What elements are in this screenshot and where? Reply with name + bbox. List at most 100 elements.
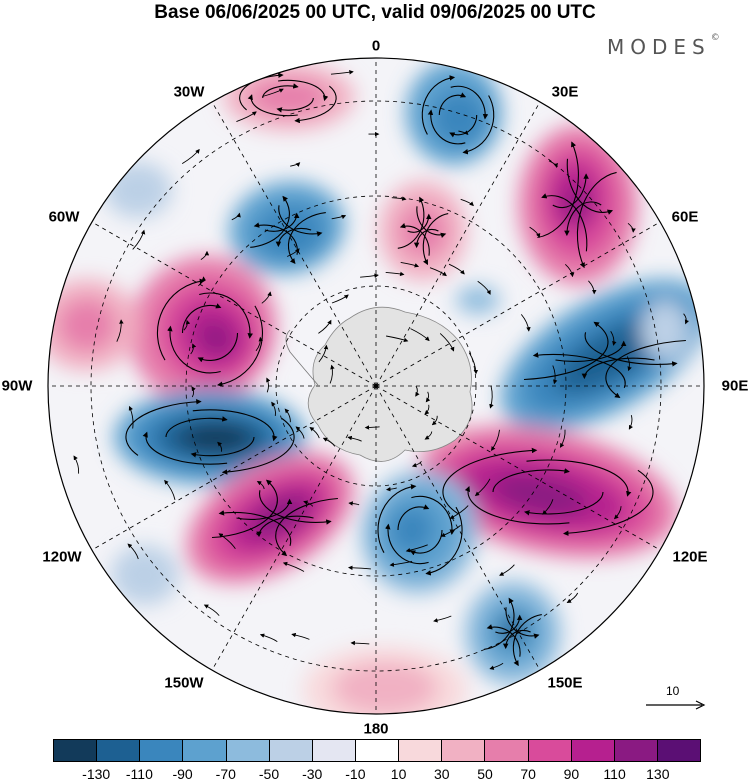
- wind-arrow: [559, 429, 566, 448]
- colorbar-bin: [140, 740, 184, 761]
- anomaly-region: [399, 205, 447, 257]
- meridian: [91, 385, 377, 551]
- anomaly-region: [456, 286, 500, 314]
- streamline: [211, 479, 278, 539]
- wind-arrow: [181, 148, 200, 164]
- wind-arrow: [329, 364, 335, 384]
- wind-arrow: [439, 333, 455, 352]
- anomaly-region: [104, 162, 172, 218]
- wind-arrow: [191, 386, 196, 398]
- colorbar-bin: [399, 740, 443, 761]
- colorbar-bin: [226, 740, 270, 761]
- wind-arrow: [391, 196, 407, 201]
- anomaly-region: [59, 299, 115, 351]
- colorbar-bin: [614, 740, 658, 761]
- map-boundary: [47, 57, 705, 715]
- wind-streamlines: [73, 70, 690, 670]
- wind-arrow: [400, 261, 420, 268]
- streamline: [552, 173, 589, 209]
- wind-arrow: [548, 160, 558, 168]
- wind-arrow: [132, 229, 146, 250]
- colorbar: [53, 739, 701, 762]
- colorbar-tick-label: 10: [390, 766, 407, 782]
- wind-arrow: [468, 352, 479, 375]
- colorbar-bin: [269, 740, 313, 761]
- streamline: [247, 94, 298, 117]
- colorbar-bin: [355, 740, 400, 761]
- meridian: [375, 221, 661, 387]
- streamline: [275, 497, 338, 557]
- anomaly-region: [111, 545, 179, 605]
- streamline: [165, 416, 228, 438]
- streamline: [563, 469, 654, 536]
- longitude-label: 90W: [1, 377, 33, 395]
- longitude-label: 120E: [672, 548, 708, 566]
- reference-vector-label: 10: [666, 684, 680, 698]
- wind-arrow: [116, 319, 124, 342]
- reference-vector-arrow: [646, 700, 706, 710]
- wind-arrow: [440, 525, 461, 537]
- meridian: [91, 221, 377, 387]
- modes-logo: MODES©: [607, 33, 720, 59]
- streamline: [450, 85, 489, 120]
- wind-arrow: [566, 592, 579, 603]
- meridian: [211, 101, 377, 387]
- colorbar-bin: [657, 740, 701, 761]
- longitude-label: 0: [371, 37, 381, 55]
- streamline: [236, 498, 293, 521]
- wind-arrow: [364, 425, 380, 430]
- map-title: Base 06/06/2025 00 UTC, valid 09/06/2025…: [154, 2, 596, 23]
- wind-arrow: [128, 405, 134, 429]
- streamline: [258, 490, 332, 525]
- anomaly-region: [249, 79, 329, 115]
- streamline: [294, 85, 337, 124]
- wind-arrow: [318, 344, 329, 363]
- streamline: [462, 95, 495, 155]
- streamline: [278, 205, 323, 237]
- wind-arrow: [429, 267, 447, 277]
- streamline: [526, 459, 632, 497]
- streamline: [264, 212, 300, 232]
- streamline: [239, 72, 284, 111]
- wind-arrow: [489, 662, 504, 670]
- wind-arrow: [448, 263, 465, 275]
- meridian: [375, 101, 541, 387]
- wind-arrow: [424, 404, 430, 415]
- wind-arrow: [287, 248, 300, 257]
- wind-arrow: [318, 319, 332, 334]
- streamline: [377, 483, 417, 553]
- streamline: [523, 321, 609, 381]
- wind-arrow: [588, 280, 597, 295]
- streamline: [250, 195, 290, 248]
- wind-arrow: [290, 162, 301, 167]
- colorbar-tick-labels: -130 -110 -90 -70 -50 -30 -10 10 30 50 70 90 110 130: [53, 766, 701, 782]
- streamline: [438, 92, 467, 116]
- colorbar-bin: [54, 740, 98, 761]
- meridian: [211, 385, 377, 671]
- streamline: [495, 614, 523, 634]
- streamline: [532, 352, 626, 389]
- wind-arrow: [236, 111, 257, 123]
- wind-arrow: [73, 455, 80, 474]
- streamline: [502, 629, 531, 650]
- wind-arrow: [309, 426, 320, 439]
- wind-arrow: [331, 214, 347, 220]
- anomaly-region: [333, 662, 437, 714]
- streamline: [442, 447, 538, 515]
- wind-arrow: [203, 604, 220, 616]
- wind-arrow: [449, 505, 469, 519]
- wind-arrow: [218, 533, 236, 549]
- streamline: [181, 303, 222, 334]
- anomaly-region: [641, 300, 689, 360]
- colorbar-tick-label: -90: [172, 766, 193, 782]
- wind-arrow: [190, 343, 197, 355]
- anomaly-region: [431, 90, 487, 146]
- streamline: [287, 212, 326, 265]
- longitude-label: 30W: [173, 83, 205, 101]
- wind-arrow: [415, 385, 420, 397]
- streamline: [566, 158, 614, 215]
- streamline: [385, 523, 429, 565]
- colorbar-tick-label: -50: [258, 766, 280, 782]
- longitude-label: 30E: [551, 83, 579, 101]
- wind-arrow: [410, 328, 430, 342]
